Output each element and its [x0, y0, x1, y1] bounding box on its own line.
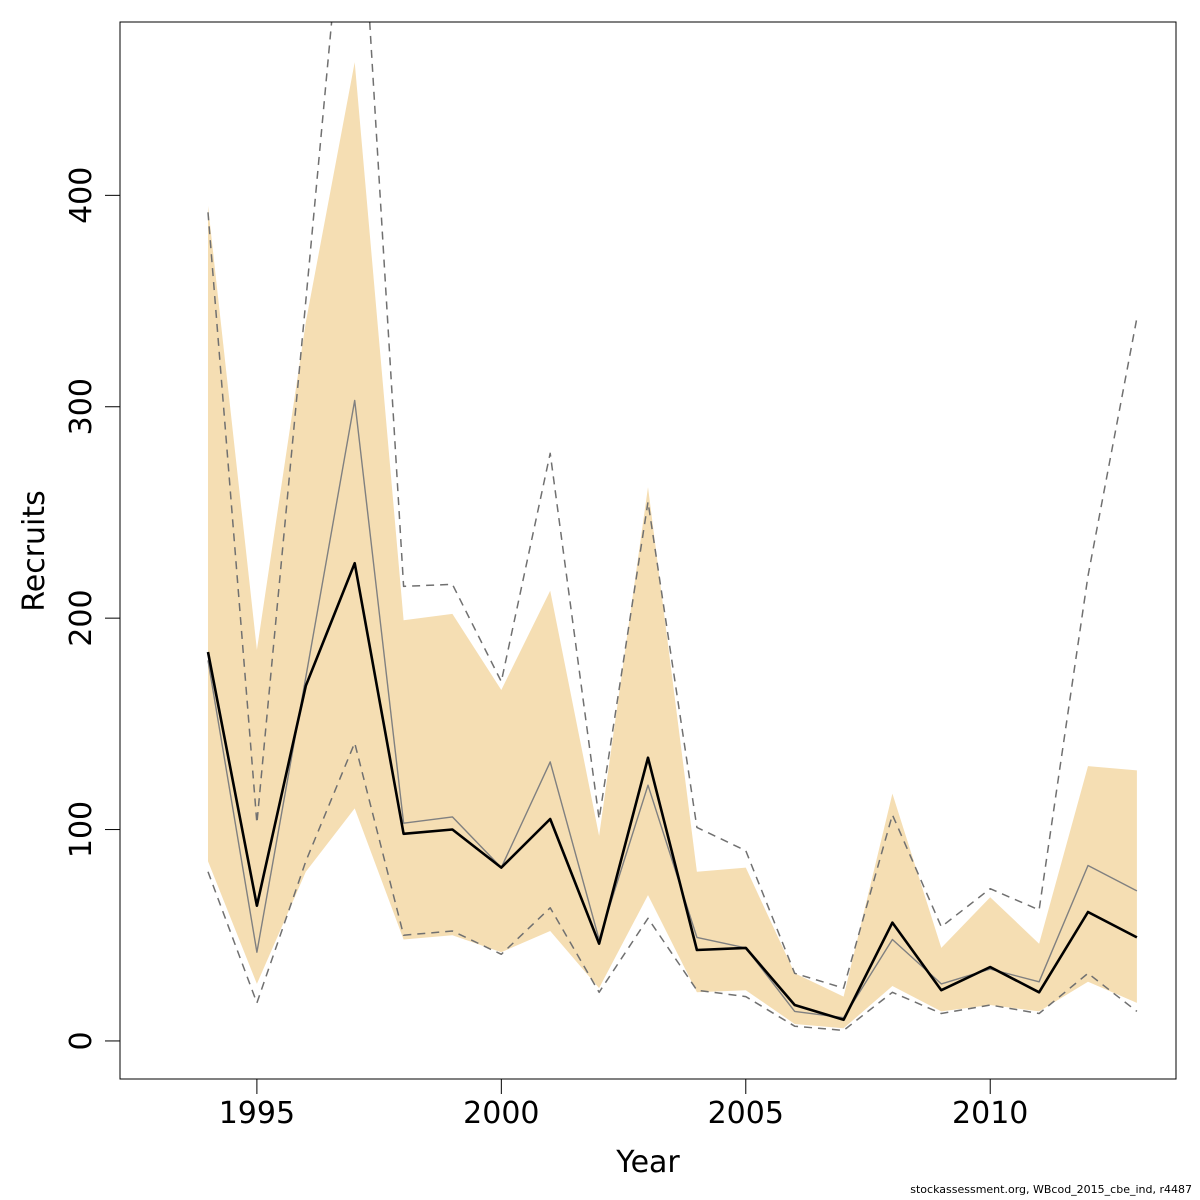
y-tick-label: 100 [64, 801, 99, 858]
credit-text: stockassessment.org, WBcod_2015_cbe_ind,… [910, 1183, 1192, 1196]
y-tick-label: 300 [64, 378, 99, 435]
x-tick-label: 2000 [463, 1096, 539, 1131]
series-line-3 [207, 742, 1138, 1032]
y-tick-label: 400 [64, 167, 99, 224]
y-axis-title: Recruits [17, 490, 52, 612]
x-tick-label: 1995 [219, 1096, 295, 1131]
series-line-1 [206, 561, 1138, 1022]
confidence-band [208, 62, 1137, 1029]
x-tick-label: 2005 [708, 1096, 784, 1131]
x-tick-label: 2010 [952, 1096, 1028, 1131]
y-tick-label: 0 [64, 1031, 99, 1050]
y-tick-label: 200 [64, 589, 99, 646]
x-axis-title: Year [615, 1145, 680, 1180]
series-line-4 [207, 22, 1138, 989]
